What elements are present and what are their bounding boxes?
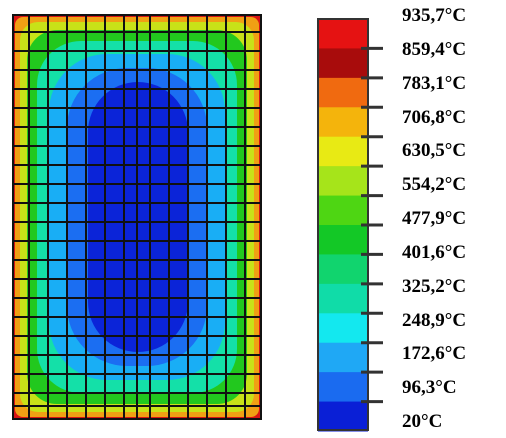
legend-label: 172,6°C: [402, 343, 467, 365]
legend-swatch: [318, 166, 368, 197]
mesh-grid: [12, 14, 262, 420]
legend-label: 325,2°C: [402, 275, 467, 297]
legend-swatch: [318, 283, 368, 314]
legend-label: 935,7°C: [402, 5, 467, 26]
color-scale-bar: [317, 18, 383, 432]
legend-swatch: [318, 195, 368, 226]
legend-swatch: [318, 107, 368, 138]
legend-swatch: [318, 77, 368, 108]
legend-swatch: [318, 225, 368, 255]
legend-swatch: [318, 254, 368, 285]
legend-swatch: [318, 136, 368, 167]
legend-swatch: [318, 401, 368, 432]
legend-label: 554,2°C: [402, 174, 467, 196]
legend-label: 477,9°C: [402, 208, 467, 229]
legend-label: 20°C: [402, 411, 443, 432]
legend-label: 859,4°C: [402, 38, 467, 60]
legend-swatch: [318, 19, 368, 49]
legend-label: 401,6°C: [402, 241, 467, 263]
legend-label: 96,3°C: [402, 377, 457, 399]
legend-swatch: [318, 48, 368, 79]
legend-swatch: [318, 372, 368, 403]
legend-swatch: [318, 313, 368, 344]
legend-label: 783,1°C: [402, 72, 467, 94]
legend-label: 248,9°C: [402, 309, 467, 331]
legend-swatch: [318, 342, 368, 373]
legend-border: [317, 18, 369, 431]
legend-label: 630,5°C: [402, 140, 467, 162]
temperature-contour-plot: [12, 14, 262, 420]
legend-label: 706,8°C: [402, 106, 467, 128]
